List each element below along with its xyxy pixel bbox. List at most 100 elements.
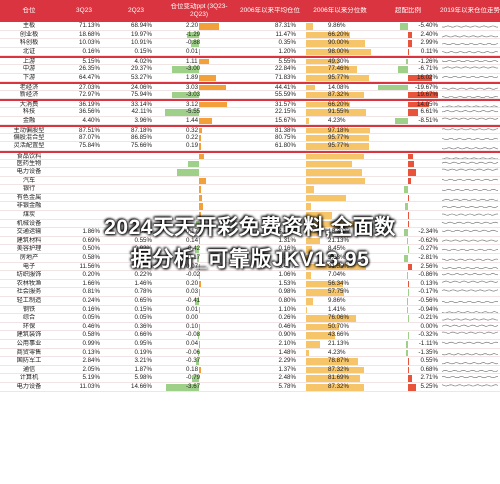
change-bar — [199, 229, 201, 236]
percentile-value: 50.70% — [328, 322, 349, 330]
overweight-bar — [408, 177, 411, 185]
change-value: -0.02 — [186, 271, 201, 279]
overweight-value: -0.32% — [418, 331, 438, 339]
overweight-bar — [408, 153, 413, 159]
percentile-bar — [306, 366, 364, 374]
q3-cell: 0.20% — [82, 271, 100, 279]
name-cell: 金融 — [22, 116, 36, 124]
change-cell: 0.18 — [162, 366, 236, 374]
average-cell: 1.20% — [278, 47, 296, 55]
change-bar — [172, 65, 199, 73]
overweight-value: 0.68% — [420, 365, 438, 373]
change-cell: -0.88 — [162, 39, 236, 47]
name-cell: 偏股混合型 — [13, 133, 45, 141]
trend-line — [441, 60, 499, 63]
change-cell — [162, 153, 236, 159]
overweight-cell: 16.02% — [376, 74, 440, 82]
percentile-value: 56.34% — [328, 279, 349, 287]
change-cell: -0.17 — [162, 254, 236, 262]
name-cell: 通信 — [22, 365, 36, 373]
average-cell — [236, 194, 304, 202]
change-bar — [165, 383, 199, 391]
q3-cell: 1.66% — [82, 279, 100, 287]
q2-cell: 75.94% — [131, 90, 152, 98]
name-cell: 煤炭 — [22, 211, 36, 219]
overweight-cell: -19.67% — [376, 84, 440, 90]
change-cell: 2.20 — [162, 22, 236, 30]
change-value: 0.22 — [186, 133, 199, 141]
table-row: 计算机 5.19% 5.98% -0.79 2.48% 81.69% 2.71% — [0, 374, 500, 383]
q2-cell: 75.66% — [131, 142, 152, 150]
q2-cell: 68.94% — [131, 22, 152, 29]
trend-line — [441, 50, 499, 53]
percentile-bar — [306, 349, 309, 357]
position-table: 主板 71.13% 68.94% 2.20 87.31% 9.86% -5.40% 创业板 18… — [0, 22, 500, 392]
change-value: -0.17 — [186, 254, 201, 262]
trend-cell — [440, 168, 500, 176]
change-bar — [199, 186, 201, 193]
table-row: 钢铁 0.16% 0.15% 0.01 1.10% 1.41% -0.94% — [0, 306, 500, 315]
change-bar — [199, 237, 201, 245]
percentile-value: 21.13% — [328, 236, 349, 244]
name-cell: 机械设备 — [16, 219, 42, 227]
change-cell: -0.41 — [162, 297, 236, 305]
average-cell: 5.55% — [278, 58, 296, 64]
trend-cell — [440, 297, 500, 305]
overweight-cell — [376, 211, 440, 219]
overweight-bar — [408, 358, 409, 365]
percentile-bar — [306, 280, 344, 288]
trend-line — [441, 300, 499, 304]
percentile-cell: 91.55% — [304, 108, 376, 116]
trend-sparkline — [442, 213, 499, 216]
average-cell — [236, 153, 304, 159]
trend-sparkline — [441, 110, 499, 113]
percentile-value: 49.30% — [328, 58, 349, 64]
percentile-cell: 95.77% — [304, 134, 376, 142]
overweight-cell: 2.99% — [376, 39, 440, 47]
change-value: -0.79 — [186, 374, 201, 382]
average-cell — [236, 185, 304, 193]
overweight-cell: -1.35% — [376, 349, 440, 357]
q2-cell: 86.85% — [131, 133, 152, 141]
change-cell: -0.37 — [162, 357, 236, 365]
percentile-cell: 1.41% — [304, 306, 376, 314]
overweight-cell: -0.94% — [376, 306, 440, 314]
change-value: 0.10 — [186, 322, 199, 330]
overweight-cell: -0.62% — [376, 237, 440, 245]
change-cell: 3.12 — [162, 101, 236, 107]
name-cell: 科技 — [22, 107, 36, 115]
percentile-bar — [306, 59, 339, 64]
change-cell: -0.08 — [162, 331, 236, 339]
percentile-value: 87.32% — [328, 382, 349, 390]
name-cell: 新经济 — [19, 90, 39, 98]
percentile-bar — [306, 212, 333, 219]
name-cell: 纺织服饰 — [16, 271, 42, 279]
overweight-bar — [405, 349, 408, 357]
change-cell: -0.42 — [162, 245, 236, 254]
change-bar — [198, 332, 199, 339]
overweight-value: 2.56% — [420, 262, 438, 270]
percentile-cell: 87.32% — [304, 383, 376, 391]
q2-cell: 42.11% — [131, 107, 152, 115]
overweight-cell: -2.34% — [376, 228, 440, 236]
percentile-cell: 8.45% — [304, 245, 376, 254]
trend-cell — [440, 84, 500, 90]
trend-sparkline — [443, 157, 498, 159]
q2-cell: 0.15% — [134, 305, 152, 313]
percentile-bar — [306, 134, 370, 142]
name-cell: 有色金属 — [16, 193, 42, 201]
average-cell: 1.48% — [278, 348, 296, 356]
overweight-cell: 0.55% — [376, 357, 440, 365]
percentile-cell: 78.87% — [304, 357, 376, 365]
percentile-bar — [306, 255, 310, 262]
change-cell: 0.01 — [162, 48, 236, 56]
percentile-bar — [306, 383, 364, 391]
name-cell: 银行 — [22, 185, 36, 193]
percentile-value: 90.00% — [328, 39, 349, 47]
change-bar — [199, 366, 201, 374]
percentile-cell: 9.86% — [304, 297, 376, 305]
trend-line — [441, 34, 499, 38]
change-cell: 0.00 — [162, 314, 236, 322]
table-header: 仓位 3Q23 2Q23 仓位变动ppt (3Q23-2Q23) 2006年以来… — [0, 0, 500, 22]
q3-cell: 1.86% — [82, 228, 100, 236]
